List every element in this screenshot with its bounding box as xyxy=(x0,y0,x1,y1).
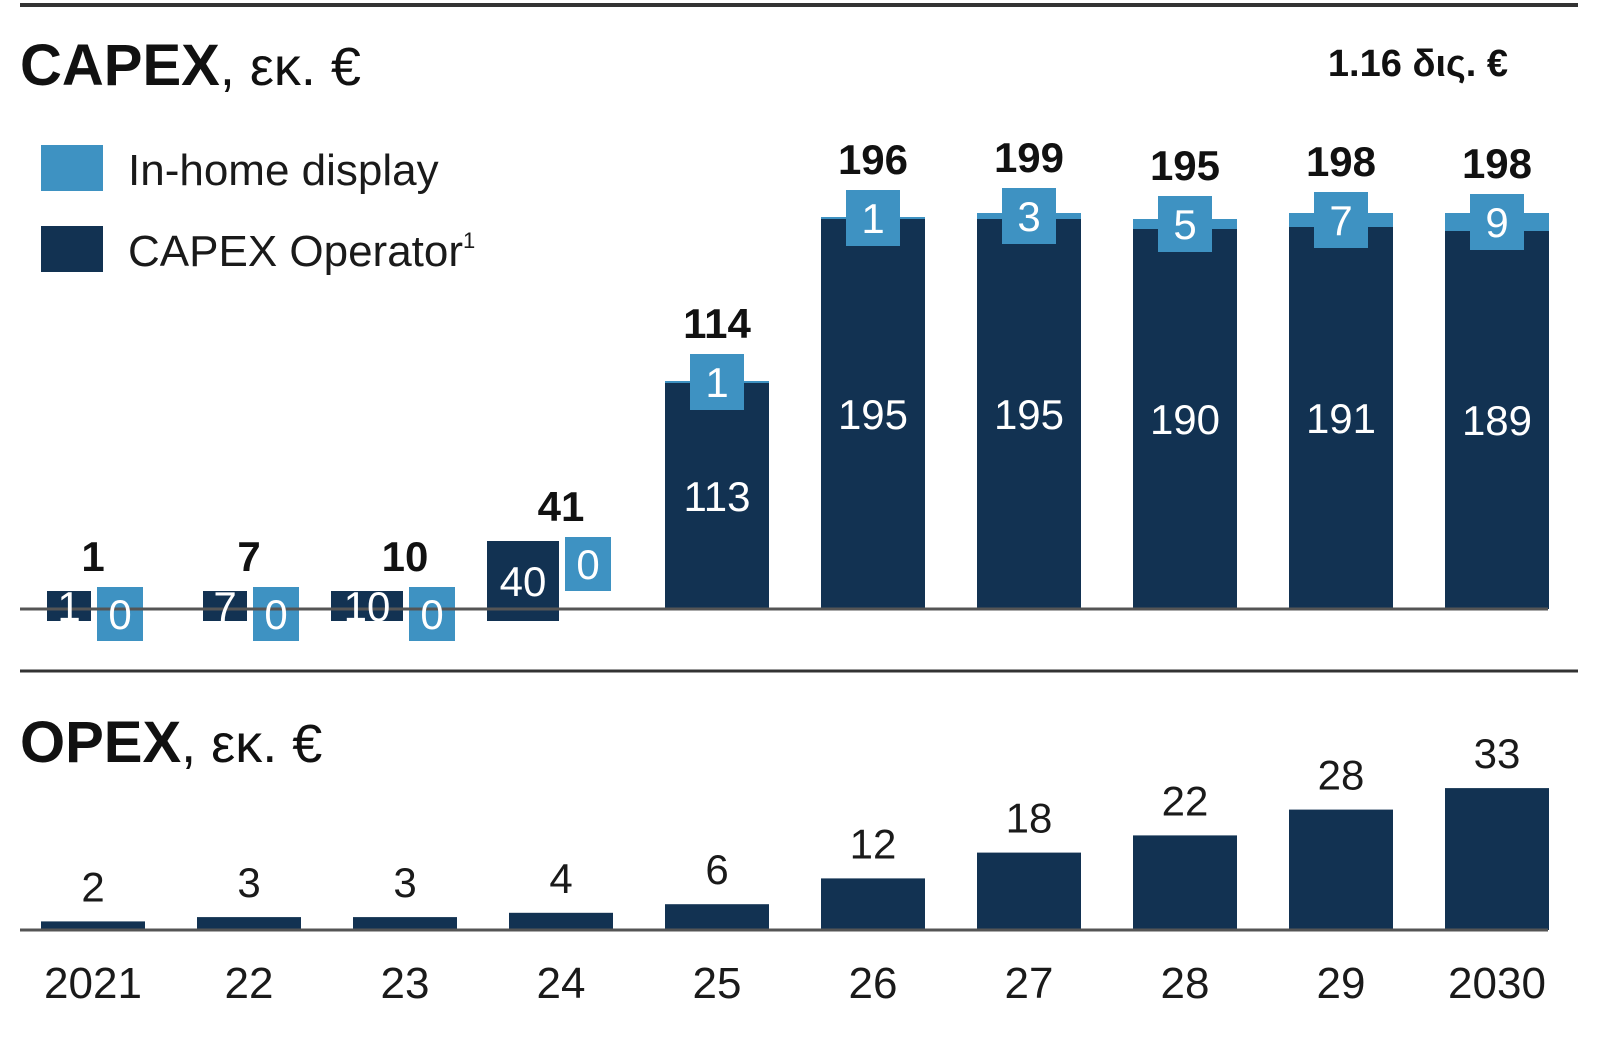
capex-in-home-badge xyxy=(690,354,744,410)
capex-in-home-label: 0 xyxy=(420,591,443,638)
opex-bar xyxy=(197,917,301,930)
x-tick-label: 26 xyxy=(849,959,898,1008)
capex-in-home-badge xyxy=(1158,196,1212,252)
capex-operator-bar xyxy=(331,591,403,621)
x-tick-label: 25 xyxy=(693,959,742,1008)
opex-bar xyxy=(353,917,457,930)
capex-in-home-label: 1 xyxy=(861,195,884,242)
capex-total-label: 1 xyxy=(81,533,104,580)
x-tick-label: 2021 xyxy=(44,959,142,1008)
capex-total-label: 10 xyxy=(382,533,429,580)
capex-in-home-bar xyxy=(409,587,455,641)
capex-total-label: 199 xyxy=(994,134,1064,181)
capex-title-main: CAPEX xyxy=(20,33,220,98)
capex-in-home-label: 0 xyxy=(576,541,599,588)
capex-operator-label: 40 xyxy=(500,558,547,605)
capex-operator-label: 195 xyxy=(994,391,1064,438)
capex-total-label: 7 xyxy=(237,533,260,580)
x-tick-label: 28 xyxy=(1161,959,1210,1008)
capex-in-home-bar xyxy=(565,537,611,591)
opex-bar xyxy=(821,878,925,930)
x-tick-label: 29 xyxy=(1317,959,1366,1008)
opex-title-unit: , εκ. € xyxy=(181,714,322,774)
opex-bar xyxy=(977,852,1081,930)
capex-total-label: 198 xyxy=(1462,140,1532,187)
opex-bar xyxy=(1289,809,1393,930)
capex-operator-label: 191 xyxy=(1306,395,1376,442)
legend-label-in-home: In-home display xyxy=(128,146,439,195)
opex-value-label: 3 xyxy=(237,859,260,906)
x-tick-label: 23 xyxy=(381,959,430,1008)
capex-total-label: 198 xyxy=(1306,138,1376,185)
x-axis-ticks: 2021 22 23 24 25 26 27 28 29 2030 xyxy=(44,959,1546,1008)
opex-bar xyxy=(665,904,769,930)
opex-bar xyxy=(41,921,145,930)
capex-operator-label: 189 xyxy=(1462,397,1532,444)
capex-operator-bar xyxy=(665,383,769,609)
legend-swatch-operator xyxy=(41,226,103,272)
legend-operator-text: CAPEX Operator xyxy=(128,227,463,276)
capex-in-home-bar xyxy=(97,587,143,641)
opex-bar xyxy=(509,912,613,930)
capex-operator-bar xyxy=(1289,227,1393,609)
opex-value-label: 28 xyxy=(1318,752,1365,799)
opex-value-label: 12 xyxy=(850,820,897,867)
capex-total-note: 1.16 δις. € xyxy=(1328,43,1508,85)
capex-in-home-bar xyxy=(253,587,299,641)
opex-value-label: 4 xyxy=(549,855,572,902)
opex-value-label: 33 xyxy=(1474,730,1521,777)
opex-title-main: OPEX xyxy=(20,710,181,775)
capex-operator-bar xyxy=(203,591,247,621)
capex-operator-bar xyxy=(1133,229,1237,609)
legend-swatch-in-home xyxy=(41,145,103,191)
capex-total-label: 114 xyxy=(683,300,751,347)
capex-in-home-label: 5 xyxy=(1173,201,1196,248)
capex-in-home-label: 7 xyxy=(1329,197,1352,244)
capex-in-home-badge xyxy=(1470,194,1524,250)
capex-operator-bar xyxy=(821,219,925,609)
capex-operator-label: 195 xyxy=(838,391,908,438)
opex-value-label: 18 xyxy=(1006,795,1053,842)
capex-in-home-label: 3 xyxy=(1017,193,1040,240)
capex-in-home-badge xyxy=(1314,192,1368,248)
capex-in-home-badge xyxy=(846,190,900,246)
capex-in-home-label: 0 xyxy=(264,591,287,638)
opex-bars xyxy=(41,788,1549,930)
capex-operator-label: 190 xyxy=(1150,396,1220,443)
opex-value-label: 6 xyxy=(705,846,728,893)
x-tick-label: 24 xyxy=(537,959,586,1008)
opex-bar xyxy=(1133,835,1237,930)
capex-operator-label: 113 xyxy=(684,473,751,520)
capex-title-unit: , εκ. € xyxy=(220,37,361,97)
opex-value-label: 22 xyxy=(1162,777,1209,824)
opex-title: OPEX, εκ. € xyxy=(20,710,322,775)
capex-operator-bar xyxy=(977,219,1081,609)
x-tick-label: 2030 xyxy=(1448,959,1546,1008)
capex-operator-label: 7 xyxy=(213,583,236,630)
capex-in-home-label: 9 xyxy=(1485,199,1508,246)
capex-bars xyxy=(47,188,1549,641)
capex-in-home-badge xyxy=(1002,188,1056,244)
legend: In-home display CAPEX Operator1 xyxy=(41,145,475,276)
opex-value-label: 2 xyxy=(81,863,104,910)
legend-operator-footnote: 1 xyxy=(463,228,475,253)
opex-bar xyxy=(1445,788,1549,930)
capex-title: CAPEX, εκ. € xyxy=(20,33,361,98)
capex-operator-label: 1 xyxy=(57,583,80,630)
capex-in-home-label: 1 xyxy=(705,359,728,406)
x-tick-label: 22 xyxy=(225,959,274,1008)
capex-total-label: 195 xyxy=(1150,142,1220,189)
capex-total-label: 41 xyxy=(538,483,585,530)
capex-operator-bar xyxy=(1445,231,1549,609)
capex-operator-label: 10 xyxy=(344,583,391,630)
opex-value-label: 3 xyxy=(393,859,416,906)
x-tick-label: 27 xyxy=(1005,959,1054,1008)
capex-total-label: 196 xyxy=(838,136,908,183)
capex-operator-bar xyxy=(47,591,91,621)
legend-label-operator: CAPEX Operator1 xyxy=(128,227,475,276)
capex-in-home-label: 0 xyxy=(108,591,131,638)
